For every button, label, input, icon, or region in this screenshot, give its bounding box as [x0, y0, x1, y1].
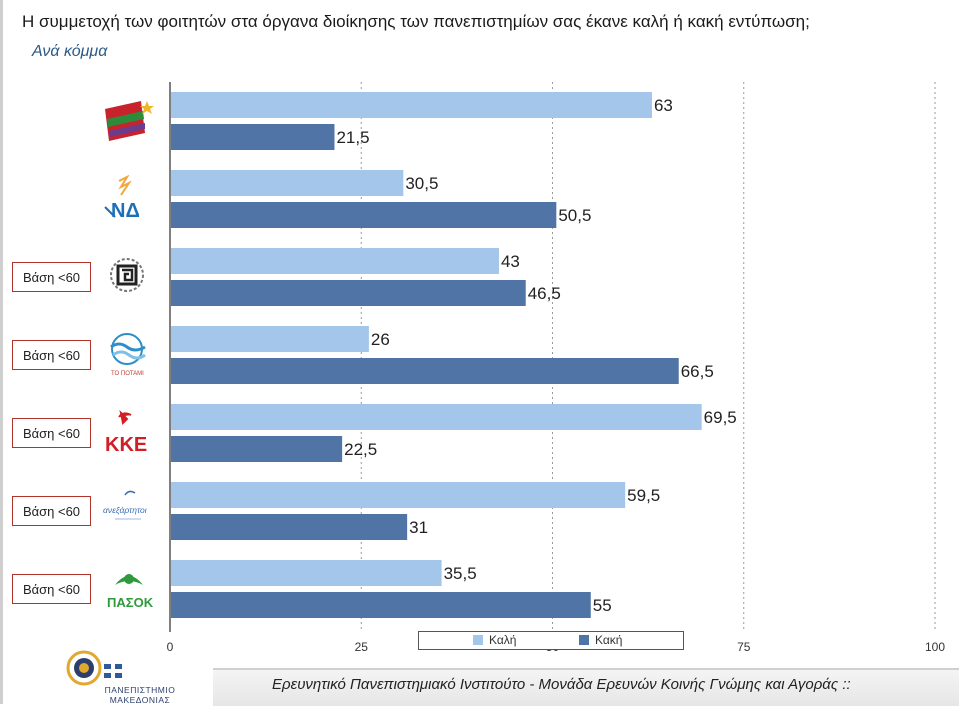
legend-swatch-good: [473, 635, 483, 645]
chart-subtitle: Ανά κόμμα: [32, 43, 108, 60]
x-tick-label: 25: [355, 640, 369, 654]
legend: Καλή Κακή: [418, 631, 684, 650]
bar-bad: [171, 124, 335, 150]
value-label-good: 69,5: [704, 408, 737, 427]
university-logo-icon: [66, 650, 102, 686]
bar-bad: [171, 592, 591, 618]
footer-text: Ερευνητικό Πανεπιστημιακό Ινστιτούτο - Μ…: [272, 676, 851, 693]
bar-good: [171, 92, 652, 118]
low-base-badge: Βάση <60: [12, 340, 91, 370]
value-label-good: 63: [654, 96, 673, 115]
svg-text:ΤΟ ΠΟΤΑΜΙ: ΤΟ ΠΟΤΑΜΙ: [111, 371, 144, 377]
legend-item-bad: Κακή: [579, 633, 622, 647]
bar-good: [171, 248, 499, 274]
value-label-bad: 21,5: [336, 128, 369, 147]
value-label-bad: 46,5: [528, 284, 561, 303]
value-label-bad: 31: [409, 518, 428, 537]
x-tick-label: 0: [167, 640, 174, 654]
left-frame: [0, 0, 3, 704]
legend-item-good: Καλή: [473, 633, 516, 647]
bar-bad: [171, 202, 557, 228]
bar-bad: [171, 358, 679, 384]
low-base-badge: Βάση <60: [12, 496, 91, 526]
svg-text:ανεξάρτητοι: ανεξάρτητοι: [103, 505, 147, 515]
legend-swatch-bad: [579, 635, 589, 645]
value-label-good: 35,5: [444, 564, 477, 583]
syriza-logo-icon: [105, 101, 154, 141]
legend-label-good: Καλή: [489, 633, 517, 647]
value-label-bad: 66,5: [681, 362, 714, 381]
xa-logo-icon: [110, 258, 144, 292]
value-label-bad: 50,5: [558, 206, 591, 225]
low-base-badge: Βάση <60: [12, 574, 91, 604]
bar-good: [171, 404, 702, 430]
pasok-logo-icon: ΠΑΣΟΚ: [107, 574, 154, 610]
value-label-bad: 55: [593, 596, 612, 615]
x-tick-label: 100: [925, 640, 945, 654]
value-label-good: 26: [371, 330, 390, 349]
chart-title: Η συμμετοχή των φοιτητών στα όργανα διοί…: [22, 12, 810, 31]
value-label-good: 30,5: [405, 174, 438, 193]
low-base-badge: Βάση <60: [12, 262, 91, 292]
greek-flag-icon: [104, 664, 122, 678]
bar-bad: [171, 436, 343, 462]
university-logo-text: ΠΑΝΕΠΙΣΤΗΜΙΟ ΜΑΚΕΔΟΝΙΑΣ: [104, 685, 176, 705]
svg-text:ΠΑΣΟΚ: ΠΑΣΟΚ: [107, 595, 154, 610]
x-tick-label: 75: [737, 640, 751, 654]
value-label-good: 43: [501, 252, 520, 271]
svg-text:ΝΔ: ΝΔ: [111, 200, 140, 222]
bar-good: [171, 326, 369, 352]
anel-logo-icon: ανεξάρτητοι: [103, 490, 147, 520]
legend-label-bad: Κακή: [595, 633, 623, 647]
bar-bad: [171, 514, 408, 540]
bar-good: [171, 482, 626, 508]
footer-bar: [213, 668, 959, 706]
nd-logo-icon: ΝΔ: [104, 174, 140, 222]
value-label-bad: 22,5: [344, 440, 377, 459]
svg-text:ΚΚΕ: ΚΚΕ: [105, 434, 147, 456]
bar-good: [171, 560, 442, 586]
potami-logo-icon: ΤΟ ΠΟΤΑΜΙ: [110, 333, 146, 377]
kke-logo-icon: ΚΚΕ: [105, 409, 147, 456]
bar-good: [171, 170, 404, 196]
value-label-good: 59,5: [627, 486, 660, 505]
bar-bad: [171, 280, 526, 306]
low-base-badge: Βάση <60: [12, 418, 91, 448]
